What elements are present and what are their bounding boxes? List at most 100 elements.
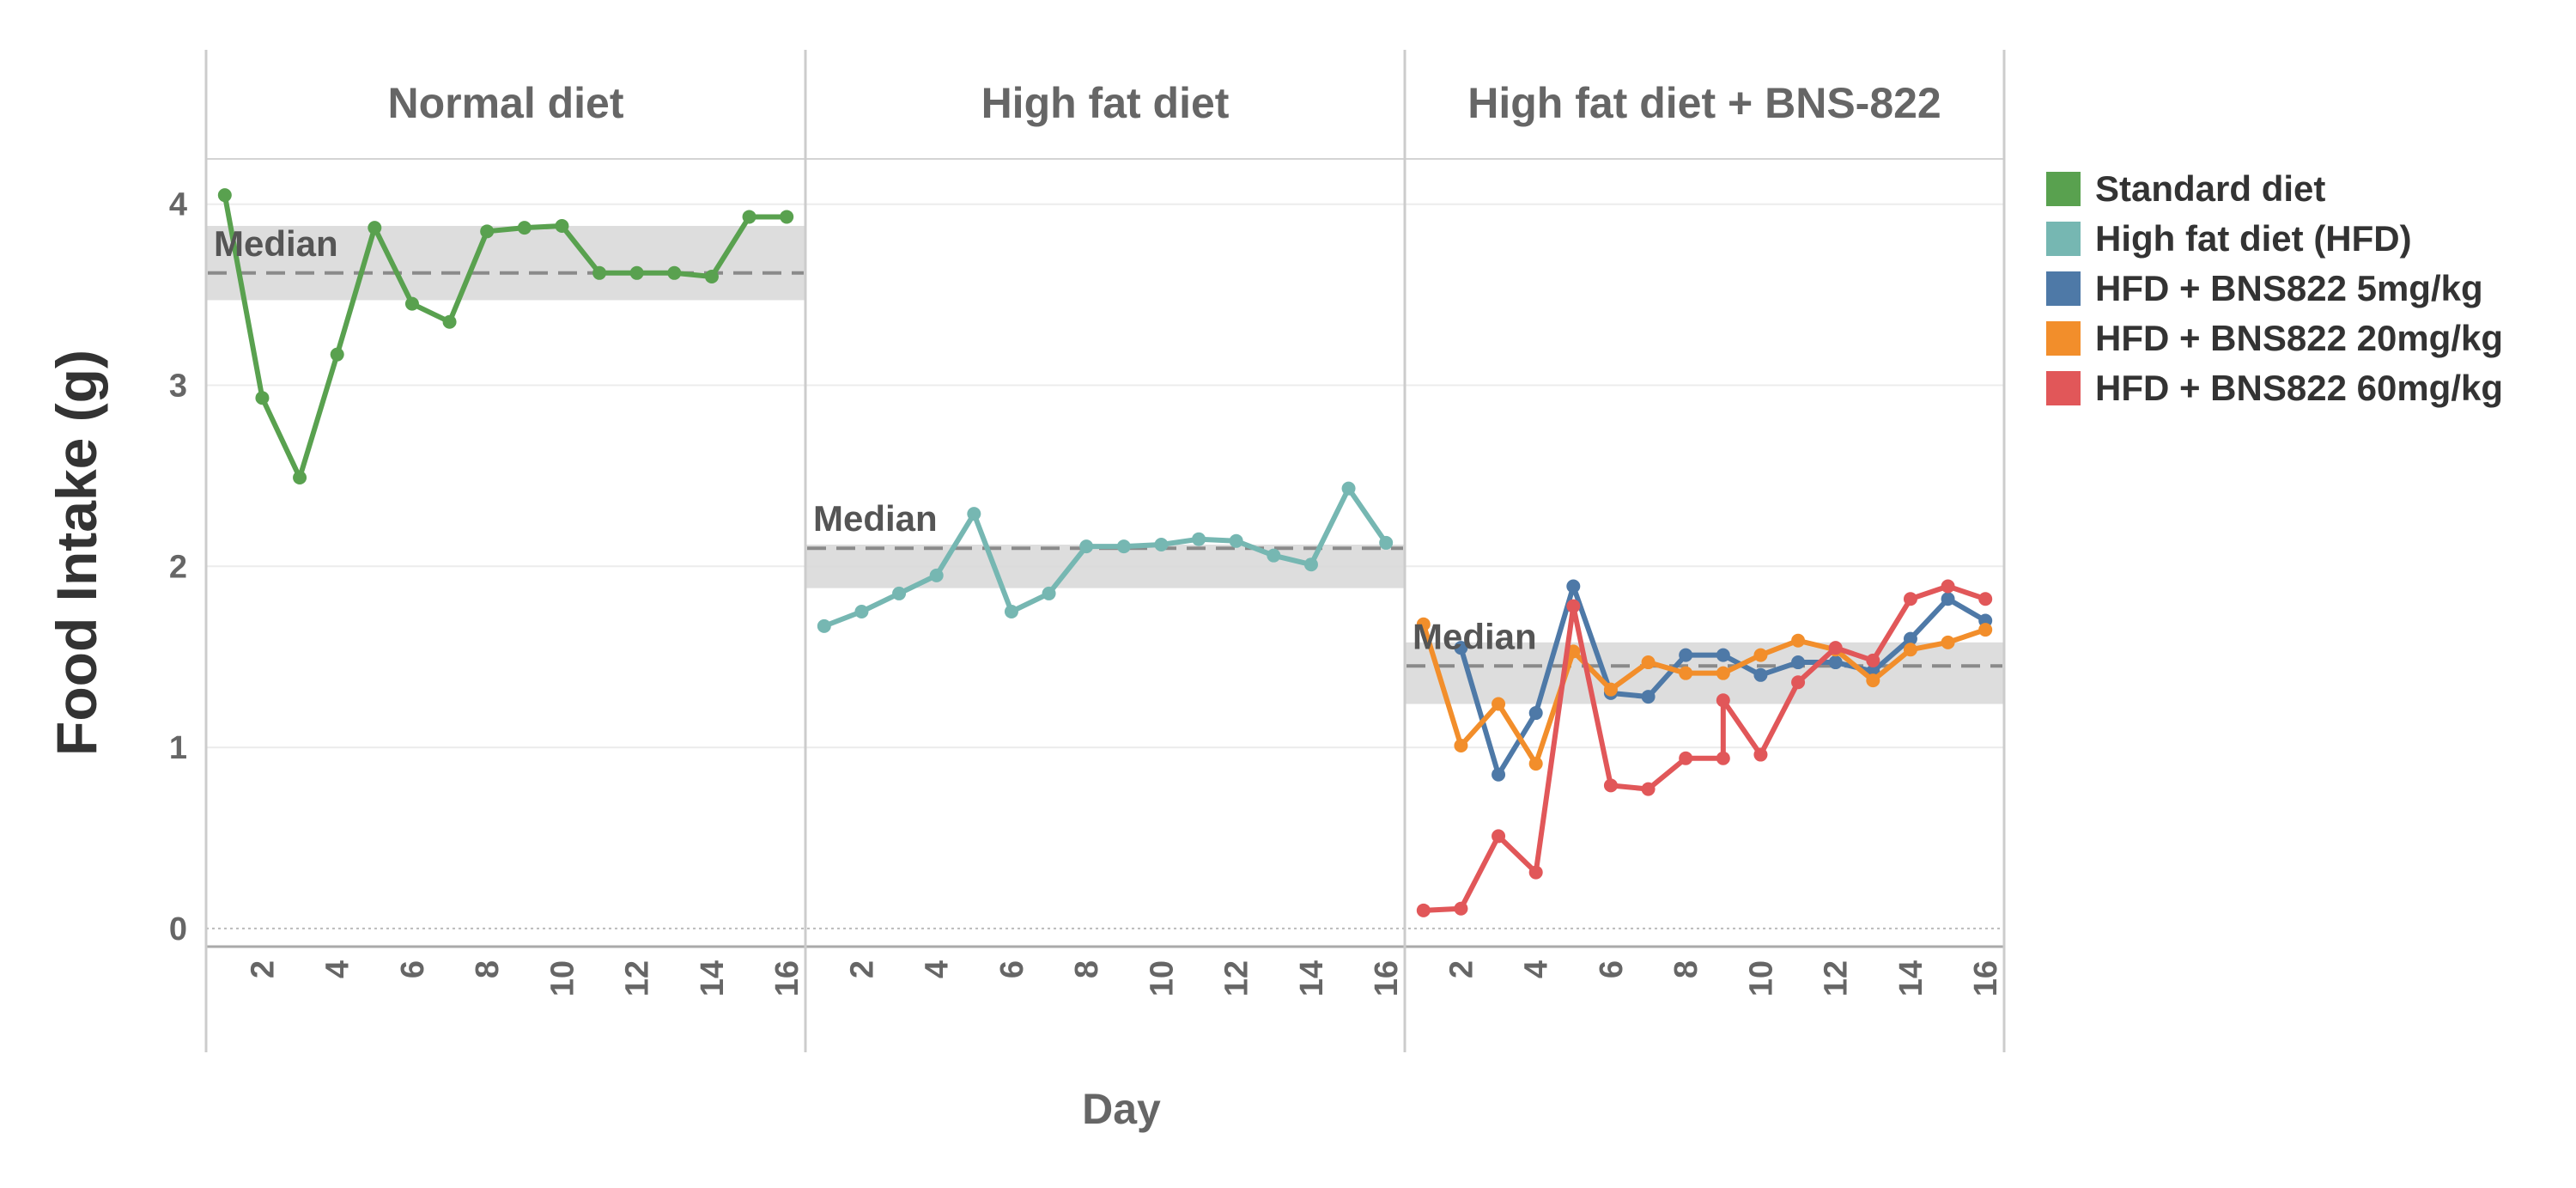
x-tick-label: 6 xyxy=(395,960,431,978)
legend-item: HFD + BNS822 60mg/kg xyxy=(2046,368,2503,408)
median-label: Median xyxy=(214,223,338,264)
legend-swatch xyxy=(2046,371,2081,405)
data-point xyxy=(1753,667,1768,682)
legend-item: HFD + BNS822 5mg/kg xyxy=(2046,268,2483,308)
legend-label: HFD + BNS822 20mg/kg xyxy=(2095,318,2503,358)
series-line xyxy=(821,485,1389,629)
data-point xyxy=(404,296,419,311)
data-point xyxy=(442,314,457,329)
data-point xyxy=(1791,633,1806,648)
panel-3: High fat diet + BNS-822 2 4 6 8 10 12 14 16 Media… xyxy=(1406,79,2004,996)
data-point xyxy=(1903,643,1917,657)
data-point xyxy=(1528,706,1543,721)
x-tick-label: 8 xyxy=(1069,960,1105,978)
data-point xyxy=(1791,675,1806,690)
panel-2: High fat diet 2 4 6 8 10 12 14 16 Median xyxy=(806,79,1405,996)
x-tick-label: 16 xyxy=(769,960,805,996)
data-point xyxy=(1341,481,1356,496)
data-point xyxy=(1753,747,1768,762)
data-point xyxy=(1492,767,1506,782)
legend-item: HFD + BNS822 20mg/kg xyxy=(2046,318,2503,358)
legend-swatch xyxy=(2046,222,2081,256)
series-line xyxy=(1420,621,1989,767)
x-tick-label: 4 xyxy=(1519,960,1555,978)
data-point xyxy=(1641,690,1656,704)
panel-1: Normal diet 2 4 6 8 10 12 14 16 Median xyxy=(207,79,805,996)
data-point xyxy=(967,507,981,521)
legend-item: High fat diet (HFD) xyxy=(2046,218,2412,259)
data-point xyxy=(1941,592,1955,606)
median-band xyxy=(207,225,805,301)
data-point xyxy=(293,471,307,485)
y-axis-label: Food Intake (g) xyxy=(45,350,108,756)
x-tick-label: 8 xyxy=(470,960,506,978)
legend-label: High fat diet (HFD) xyxy=(2095,218,2412,259)
y-tick-label: 1 xyxy=(169,730,187,766)
median-label: Median xyxy=(1413,616,1537,656)
panel-title: High fat diet xyxy=(981,79,1230,127)
x-tick-label: 6 xyxy=(1594,960,1630,978)
data-point xyxy=(255,391,270,405)
data-point xyxy=(1192,532,1206,546)
x-tick-label: 6 xyxy=(994,960,1030,978)
data-point xyxy=(1716,648,1730,662)
x-tick-label: 2 xyxy=(844,960,880,978)
data-point xyxy=(1828,655,1843,670)
data-point xyxy=(1116,539,1131,554)
panel-title: Normal diet xyxy=(387,79,623,127)
x-tick-label: 4 xyxy=(920,960,956,978)
data-point xyxy=(1042,586,1056,600)
data-point xyxy=(1303,557,1318,572)
data-point xyxy=(1079,539,1094,554)
legend-label: Standard diet xyxy=(2095,168,2325,209)
data-point xyxy=(1716,666,1730,680)
data-point xyxy=(1379,535,1394,550)
data-point xyxy=(1978,623,1993,637)
data-point xyxy=(1941,579,1955,594)
data-point xyxy=(1641,782,1656,796)
legend-swatch xyxy=(2046,271,2081,306)
data-point xyxy=(1791,655,1806,670)
x-tick-label: 12 xyxy=(1219,960,1255,996)
data-point xyxy=(217,188,232,203)
x-tick-label: 10 xyxy=(544,960,580,996)
data-point xyxy=(517,221,532,235)
x-tick-label: 10 xyxy=(1743,960,1779,996)
data-point xyxy=(480,224,495,239)
data-point xyxy=(1641,655,1656,670)
data-point xyxy=(854,605,869,619)
x-tick-label: 16 xyxy=(1968,960,2004,996)
data-point xyxy=(368,221,382,235)
x-tick-label: 10 xyxy=(1144,960,1180,996)
data-point xyxy=(1416,903,1431,917)
data-point xyxy=(1154,538,1169,552)
legend-swatch xyxy=(2046,172,2081,206)
x-tick-label: 2 xyxy=(1443,960,1479,978)
data-point xyxy=(1004,605,1018,619)
median-label: Median xyxy=(813,498,938,539)
data-point xyxy=(742,210,756,224)
x-tick-label: 2 xyxy=(245,960,281,978)
data-point xyxy=(1603,778,1618,793)
y-tick-label: 4 xyxy=(169,187,187,223)
data-point xyxy=(1492,697,1506,711)
data-point xyxy=(1454,641,1468,655)
data-point xyxy=(892,586,907,600)
data-point xyxy=(592,265,607,280)
data-point xyxy=(667,265,682,280)
panel-title: High fat diet + BNS-822 xyxy=(1467,79,1941,127)
data-point xyxy=(1528,757,1543,771)
data-point xyxy=(555,218,569,233)
data-point xyxy=(1716,751,1730,765)
series-line xyxy=(222,192,790,481)
data-point xyxy=(1679,666,1693,680)
data-point xyxy=(1492,829,1506,844)
legend-label: HFD + BNS822 60mg/kg xyxy=(2095,368,2503,408)
data-point xyxy=(1828,641,1843,655)
legend-label: HFD + BNS822 5mg/kg xyxy=(2095,268,2483,308)
data-point xyxy=(629,265,644,280)
data-point xyxy=(330,347,344,362)
y-tick-label: 3 xyxy=(169,369,187,405)
y-tick-label: 0 xyxy=(169,911,187,947)
